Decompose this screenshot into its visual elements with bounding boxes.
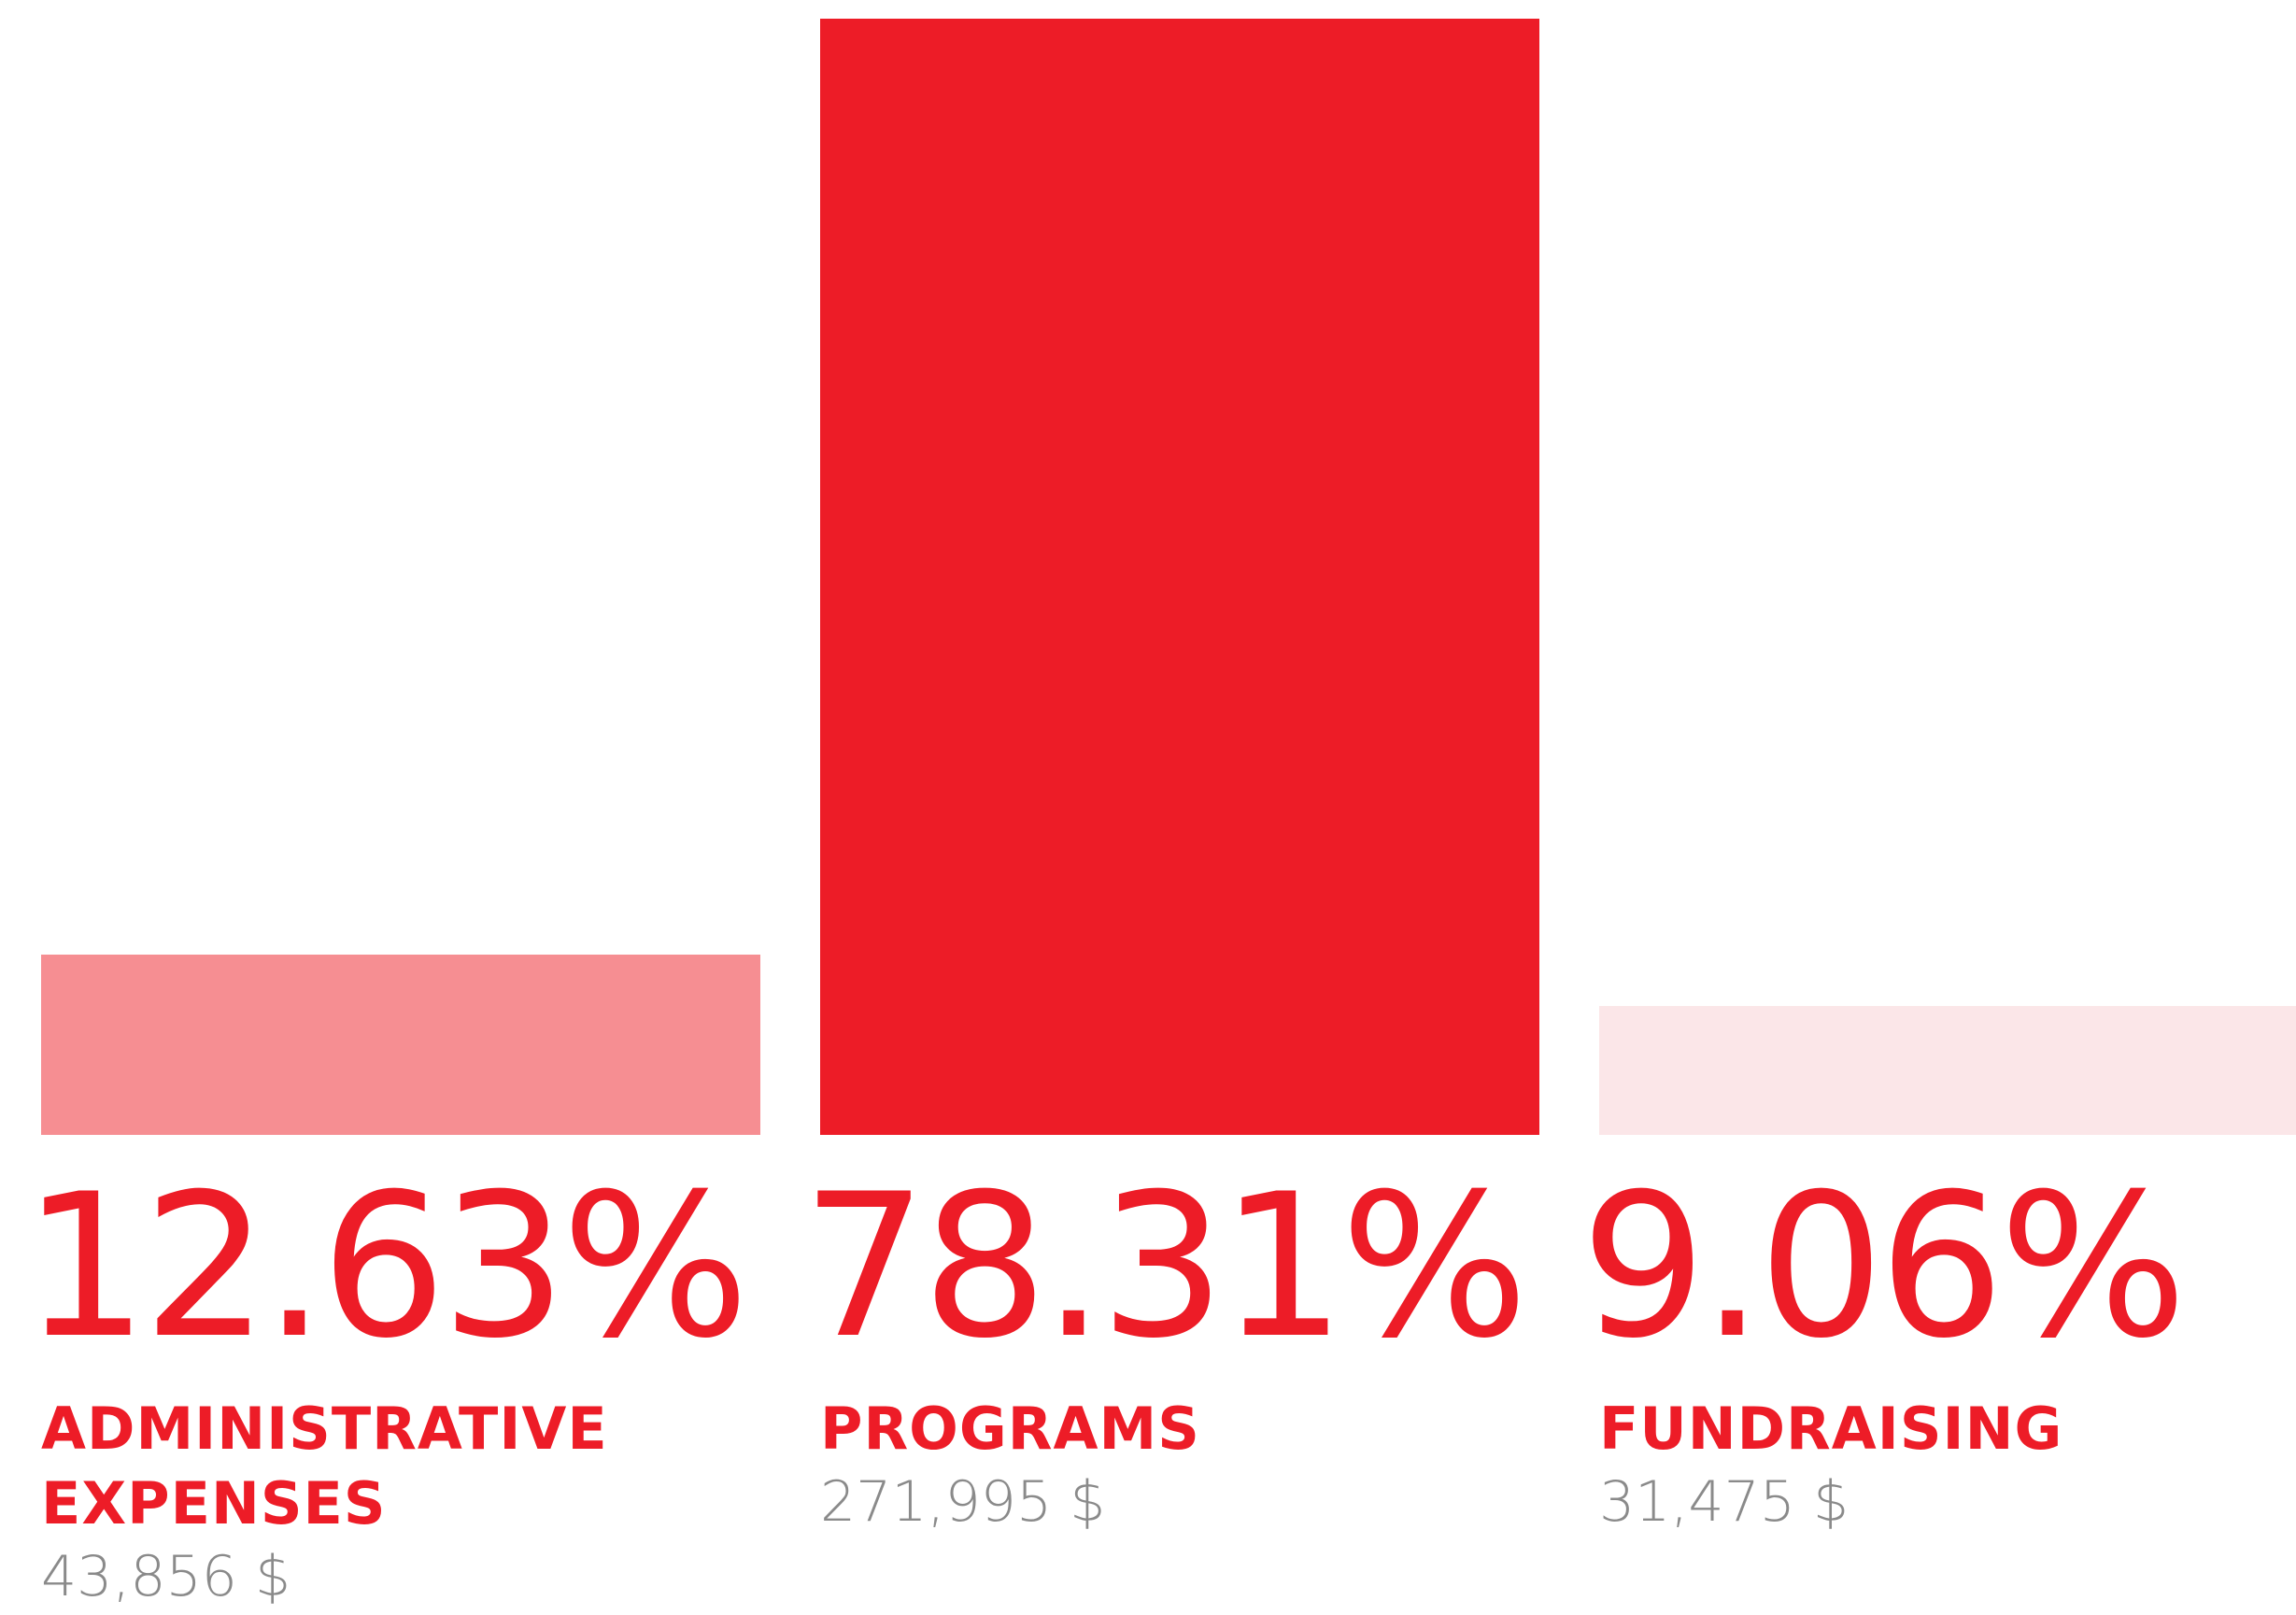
category-label: FUNDRAISING <box>1599 1395 2063 1463</box>
column: 9.06% FUNDRAISING 31,475 $ <box>1580 1168 2296 1537</box>
column: 12.63% ADMINISTRATIVE EXPENSES 43,856 $ <box>22 1168 760 1612</box>
amount-label: 43,856 $ <box>41 1544 291 1609</box>
category-label: PROGRAMS <box>820 1395 1200 1463</box>
bar <box>1599 1005 2296 1135</box>
bar <box>41 955 760 1135</box>
amount-label: 31,475 $ <box>1599 1469 1850 1535</box>
category-label: ADMINISTRATIVE EXPENSES <box>41 1395 608 1537</box>
percent-label: 9.06% <box>1580 1151 2187 1381</box>
column: 78.31% PROGRAMS 271,995 $ <box>801 1168 1539 1537</box>
amount-label: 271,995 $ <box>820 1469 1106 1535</box>
percent-label: 12.63% <box>22 1151 749 1381</box>
percent-label: 78.31% <box>801 1151 1528 1381</box>
bar <box>820 19 1539 1135</box>
